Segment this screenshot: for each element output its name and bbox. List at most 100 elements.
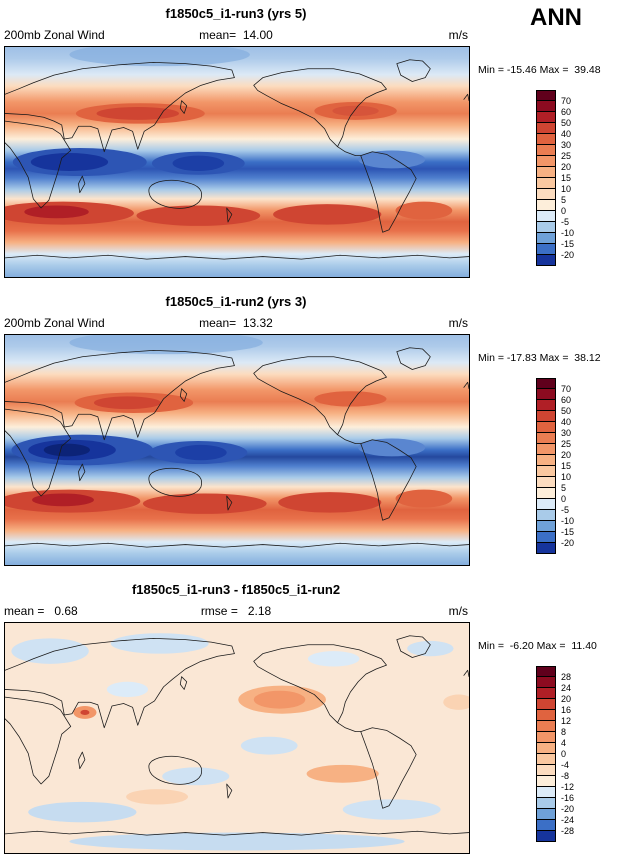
mean-label: mean= 13.32 <box>199 316 273 330</box>
colorbar-cell <box>536 543 556 554</box>
panel-run3: f1850c5_i1-run3 (yrs 5) 200mb Zonal Wind… <box>0 0 620 288</box>
colorbar-cell <box>536 156 556 167</box>
colorbar-cell <box>536 710 556 721</box>
colorbar-tick-label: 20 <box>561 162 572 172</box>
colorbar-tick-label: -10 <box>561 228 575 238</box>
colorbar-run3: 70 60 50 40 30 25 20 15 10 5 0 -5 -10 -15 -20 <box>536 90 574 266</box>
colorbar-cell <box>536 488 556 499</box>
colorbar-tick-label: 28 <box>561 672 572 682</box>
colorbar-tick-label: 25 <box>561 439 572 449</box>
colorbar-cell <box>536 820 556 831</box>
colorbar-tick-label: 50 <box>561 118 572 128</box>
colorbar-cell <box>536 200 556 211</box>
colorbar-tick-label: -5 <box>561 217 570 227</box>
panel-title: f1850c5_i1-run3 (yrs 5) <box>165 6 307 21</box>
colorbar-difference: 28 24 20 16 12 8 4 0 -4 -8 -12 -16 -20 -24 -28 <box>536 666 574 842</box>
minmax-label: Min = -15.46 Max = 39.48 <box>478 64 601 76</box>
season-label: ANN <box>530 4 582 31</box>
panel-stat-row: 200mb Zonal Wind mean= 13.32 m/s <box>4 316 468 330</box>
colorbar-cell <box>536 222 556 233</box>
colorbar-tick-label: 24 <box>561 683 572 693</box>
colorbar-cell <box>536 400 556 411</box>
colorbar-cell <box>536 732 556 743</box>
panel-difference: f1850c5_i1-run3 - f1850c5_i1-run2 mean =… <box>0 576 620 861</box>
colorbar-tick-label: -10 <box>561 516 575 526</box>
colorbar-cell <box>536 510 556 521</box>
colorbar-cell <box>536 466 556 477</box>
rmse-label: rmse = 2.18 <box>200 604 272 618</box>
colorbar-tick-label: 16 <box>561 705 572 715</box>
colorbar-tick-label: 30 <box>561 140 572 150</box>
units-label: m/s <box>448 604 468 618</box>
colorbar-tick-label: 70 <box>561 384 572 394</box>
mean-label: mean = 0.68 <box>4 604 78 618</box>
colorbar-tick-label: 0 <box>561 749 567 759</box>
colorbar-cell <box>536 809 556 820</box>
map-run2 <box>4 334 470 566</box>
panel-stat-row: 200mb Zonal Wind mean= 14.00 m/s <box>4 28 468 42</box>
colorbar-cell <box>536 123 556 134</box>
colorbar-cell <box>536 688 556 699</box>
colorbar-tick-label: 50 <box>561 406 572 416</box>
colorbar-tick-label: -16 <box>561 793 575 803</box>
colorbar-tick-label: 40 <box>561 129 572 139</box>
colorbar-cell <box>536 233 556 244</box>
colorbar-tick-label: 0 <box>561 494 567 504</box>
colorbar-tick-label: -5 <box>561 505 570 515</box>
colorbar-tick-label: 60 <box>561 395 572 405</box>
colorbar-cell <box>536 101 556 112</box>
colorbar-cell <box>536 721 556 732</box>
colorbar-cell <box>536 699 556 710</box>
colorbar-cell <box>536 532 556 543</box>
colorbar-tick-label: 60 <box>561 107 572 117</box>
colorbar-tick-label: 40 <box>561 417 572 427</box>
colorbar-cell <box>536 477 556 488</box>
colorbar-cell <box>536 90 556 101</box>
colorbar-cell <box>536 787 556 798</box>
mean-label: mean= 14.00 <box>199 28 273 42</box>
colorbar-tick-label: 20 <box>561 450 572 460</box>
colorbar-cell <box>536 499 556 510</box>
panel-run2: f1850c5_i1-run2 (yrs 3) 200mb Zonal Wind… <box>0 288 620 576</box>
colorbar-cell <box>536 433 556 444</box>
colorbar-cell <box>536 422 556 433</box>
colorbar-tick-label: 25 <box>561 151 572 161</box>
colorbar-tick-label: -20 <box>561 250 575 260</box>
units-label: m/s <box>448 316 468 330</box>
colorbar-tick-label: -12 <box>561 782 575 792</box>
panel-stat-row: mean = 0.68 rmse = 2.18 m/s <box>4 604 468 618</box>
colorbar-cell <box>536 521 556 532</box>
colorbar-tick-label: -20 <box>561 804 575 814</box>
colorbar-cell <box>536 211 556 222</box>
colorbar-cell <box>536 666 556 677</box>
colorbar-tick-label: 70 <box>561 96 572 106</box>
panel-title: f1850c5_i1-run3 - f1850c5_i1-run2 <box>131 582 341 597</box>
minmax-label: Min = -17.83 Max = 38.12 <box>478 352 601 364</box>
colorbar-cell <box>536 167 556 178</box>
colorbar-tick-label: -24 <box>561 815 575 825</box>
variable-label: 200mb Zonal Wind <box>4 28 105 42</box>
colorbar-cell <box>536 411 556 422</box>
colorbar-tick-label: -20 <box>561 538 575 548</box>
colorbar-cell <box>536 134 556 145</box>
variable-label: 200mb Zonal Wind <box>4 316 105 330</box>
colorbar-tick-label: 8 <box>561 727 567 737</box>
panel-title: f1850c5_i1-run2 (yrs 3) <box>165 294 307 309</box>
colorbar-cell <box>536 255 556 266</box>
colorbar-tick-label: 10 <box>561 184 572 194</box>
colorbar-cell <box>536 677 556 688</box>
map-run3 <box>4 46 470 278</box>
colorbar-tick-label: -4 <box>561 760 570 770</box>
colorbar-tick-label: 0 <box>561 206 567 216</box>
colorbar-run2: 70 60 50 40 30 25 20 15 10 5 0 -5 -10 -15 -20 <box>536 378 574 554</box>
colorbar-cell <box>536 389 556 400</box>
colorbar-cell <box>536 189 556 200</box>
colorbar-cell <box>536 754 556 765</box>
colorbar-tick-label: 12 <box>561 716 572 726</box>
colorbar-cell <box>536 798 556 809</box>
colorbar-tick-label: 5 <box>561 195 567 205</box>
colorbar-tick-label: -15 <box>561 527 575 537</box>
colorbar-tick-label: 15 <box>561 173 572 183</box>
units-label: m/s <box>448 28 468 42</box>
